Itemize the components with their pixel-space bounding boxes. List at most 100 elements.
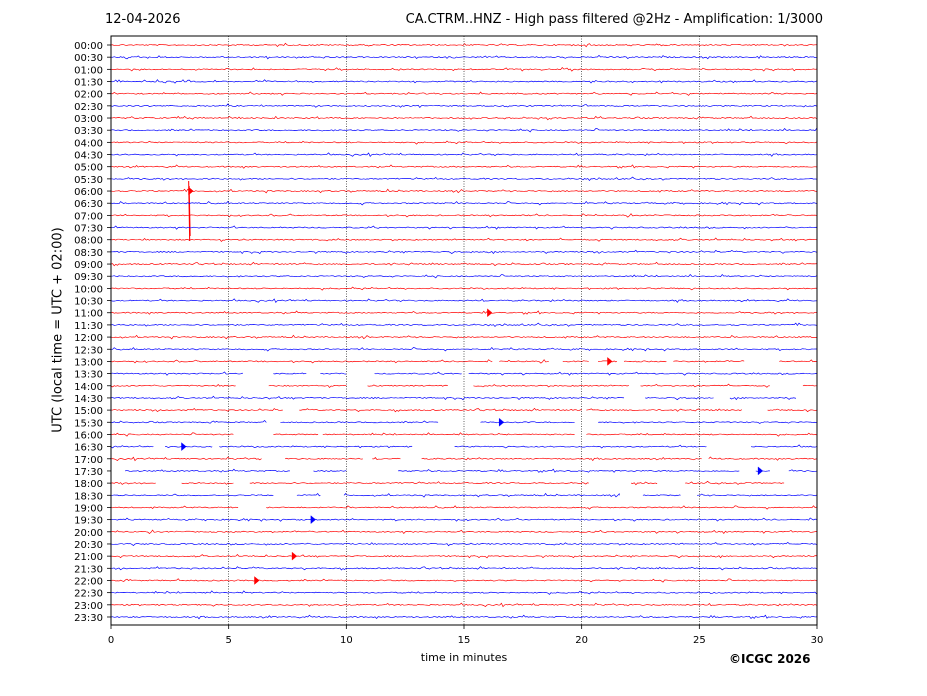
y-tick-label: 03:30 [74, 126, 103, 137]
y-tick-label: 17:00 [74, 455, 103, 466]
y-tick-label: 02:30 [74, 102, 103, 113]
event-mark [291, 552, 297, 561]
trace-1600 [586, 432, 818, 437]
trace-1400 [268, 384, 347, 388]
y-tick-label: 04:30 [74, 151, 103, 162]
trace-2330 [110, 614, 818, 620]
y-tick-label: 06:00 [74, 187, 103, 198]
y-tick-label: 18:30 [74, 491, 103, 502]
y-tick-label: 00:30 [74, 53, 103, 64]
y-tick-label: 13:00 [74, 357, 103, 368]
trace-1400 [473, 384, 630, 388]
trace-0630 [110, 200, 818, 206]
y-tick-label: 19:00 [74, 503, 103, 514]
chart-date: 12-04-2026 [105, 12, 181, 27]
y-tick-label: 20:00 [74, 528, 103, 539]
y-tick-label: 17:30 [74, 467, 103, 478]
trace-1400 [640, 383, 770, 388]
trace-1800 [181, 482, 234, 485]
y-tick-label: 15:30 [74, 418, 103, 429]
trace-2130 [110, 566, 818, 571]
trace-1800 [110, 482, 156, 485]
grid-layer [228, 36, 700, 625]
trace-1200 [110, 334, 818, 340]
event-mark [487, 308, 493, 317]
trace-0730 [110, 225, 818, 230]
trace-1030 [110, 298, 818, 303]
trace-1530 [480, 421, 575, 424]
trace-0330 [110, 127, 818, 133]
trace-1330 [273, 372, 307, 375]
event-mark [181, 442, 187, 451]
trace-1730 [125, 468, 290, 473]
trace-1000 [110, 286, 818, 291]
y-tick-label: 21:30 [74, 564, 103, 575]
y-tick-label: 16:30 [74, 443, 103, 454]
y-tick-label: 12:00 [74, 333, 103, 344]
x-tick-layer: 0 5 10 15 20 25 30 [108, 625, 824, 646]
trace-1430 [729, 397, 797, 401]
trace-1600 [273, 433, 319, 436]
y-tick-label: 01:30 [74, 78, 103, 89]
x-axis-label: time in minutes [420, 651, 508, 664]
trace-1300 [779, 359, 818, 363]
y-tick-label: 08:30 [74, 248, 103, 259]
trace-1500 [586, 408, 743, 412]
trace-1700 [284, 457, 363, 460]
y-tick-label: 09:30 [74, 272, 103, 283]
x-tick-label: 20 [575, 635, 588, 646]
trace-0000 [110, 42, 818, 48]
trace-1430 [645, 397, 714, 401]
trace-1700 [708, 456, 818, 461]
trace-2200 [110, 578, 818, 583]
trace-0400 [110, 140, 818, 145]
x-tick-label: 10 [340, 635, 353, 646]
trace-1730 [398, 468, 740, 473]
trace-0030 [110, 54, 818, 60]
trace-1600 [322, 432, 575, 436]
trace-2000 [110, 529, 818, 535]
trace-0800 [110, 237, 818, 242]
trace-1630 [110, 445, 154, 449]
trace-1330 [110, 371, 244, 376]
y-tick-label: 01:00 [74, 65, 103, 76]
trace-1100 [110, 310, 818, 315]
y-tick-label: 13:30 [74, 370, 103, 381]
trace-1300 [562, 360, 589, 363]
trace-2300 [110, 602, 818, 608]
trace-0600 [110, 188, 818, 194]
y-tick-label: 22:30 [74, 589, 103, 600]
chart-title: CA.CTRM..HNZ - High pass filtered @2Hz -… [405, 12, 823, 27]
y-tick-label: 08:00 [74, 236, 103, 247]
y-tick-label: 14:00 [74, 382, 103, 393]
y-tick-label: 00:00 [74, 41, 103, 52]
trace-1300 [623, 360, 667, 363]
y-tick-label: 23:30 [74, 613, 103, 624]
trace-1730 [313, 470, 347, 472]
trace-1700 [421, 457, 702, 462]
trace-0230 [110, 103, 818, 109]
trace-1500 [299, 407, 582, 413]
x-tick-label: 30 [811, 635, 824, 646]
x-tick-label: 25 [693, 635, 706, 646]
trace-1330 [468, 371, 818, 376]
y-tick-label: 18:00 [74, 479, 103, 490]
x-tick-label: 0 [108, 635, 114, 646]
y-tick-label: 15:00 [74, 406, 103, 417]
y-tick-label: 05:30 [74, 175, 103, 186]
x-tick-label: 15 [458, 635, 471, 646]
y-tick-label: 23:00 [74, 601, 103, 612]
trace-1700 [372, 456, 401, 460]
y-tick-label: 14:30 [74, 394, 103, 405]
y-tick-label: 10:30 [74, 297, 103, 308]
y-tick-label: 11:00 [74, 309, 103, 320]
y-tick-label: 11:30 [74, 321, 103, 332]
y-tick-label: 04:00 [74, 138, 103, 149]
trace-1830 [696, 493, 818, 497]
y-tick-label: 07:00 [74, 211, 103, 222]
trace-1900 [110, 505, 239, 510]
trace-1630 [454, 444, 707, 449]
trace-1400 [802, 384, 818, 387]
